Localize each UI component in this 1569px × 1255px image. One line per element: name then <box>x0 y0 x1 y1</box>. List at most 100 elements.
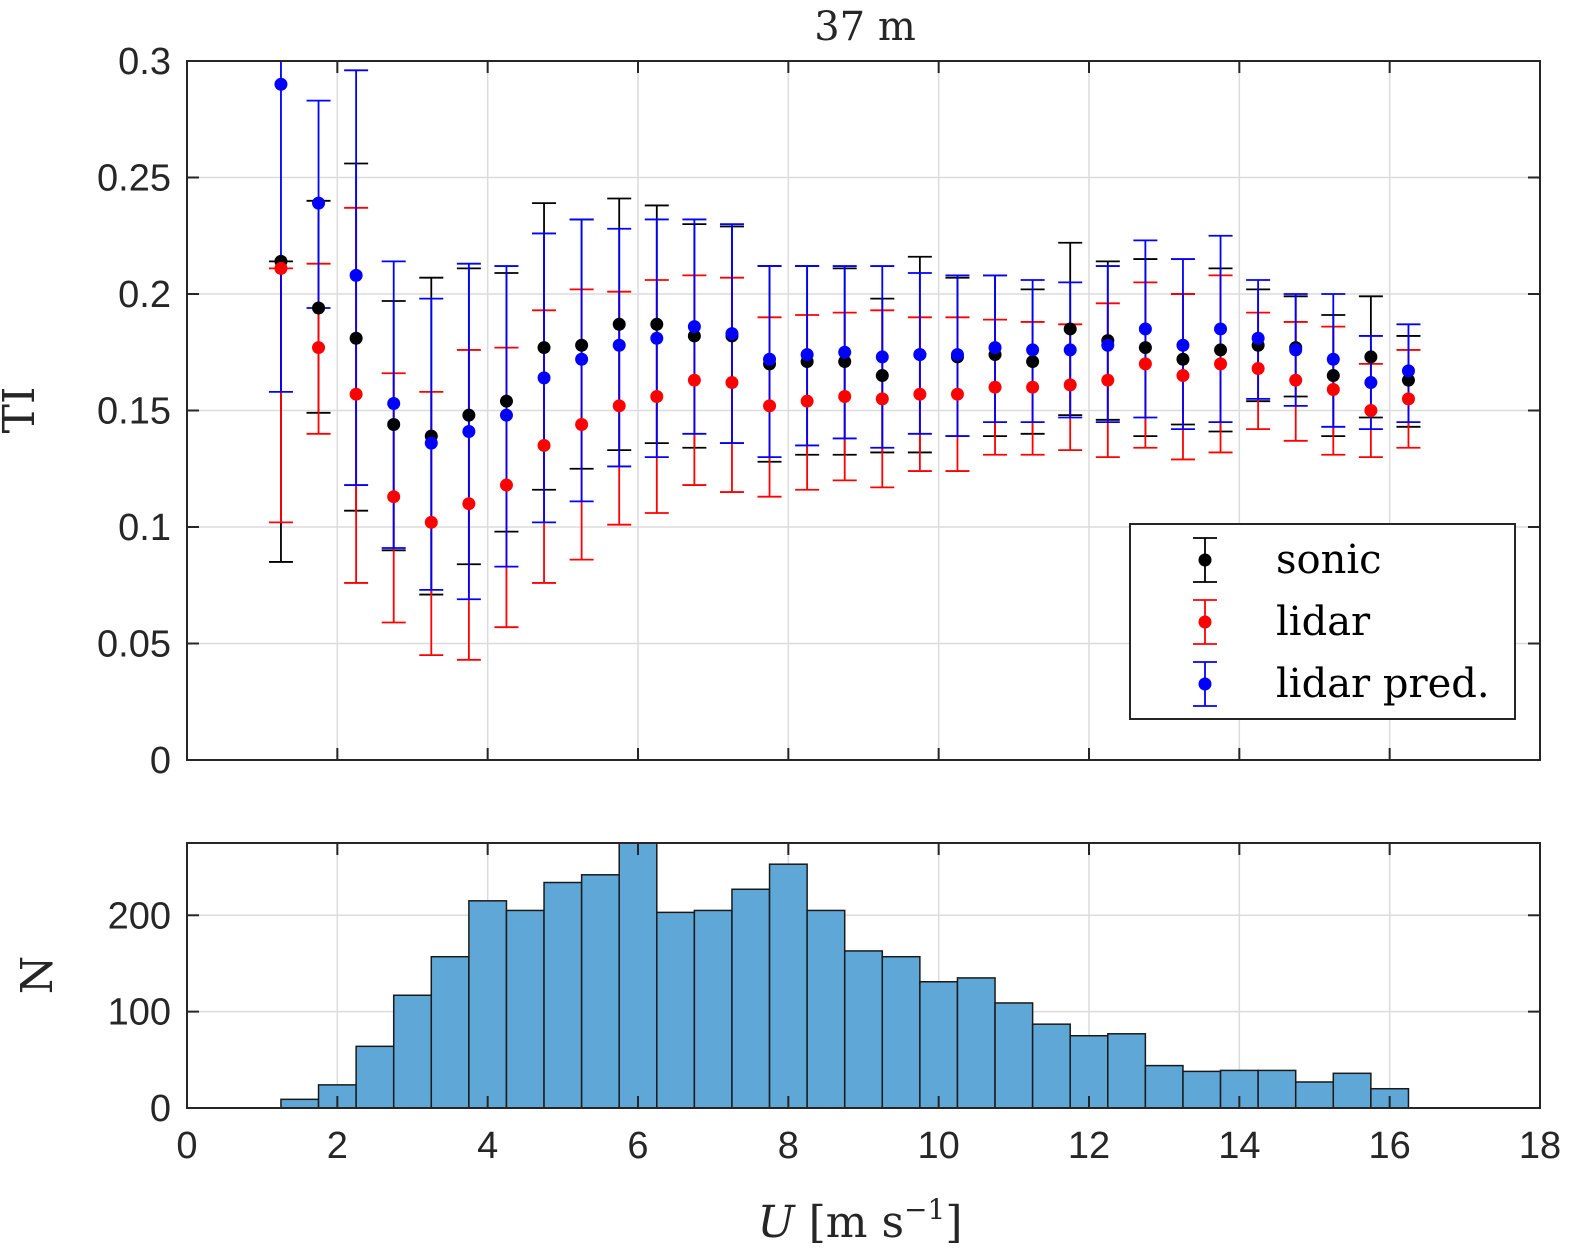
ti-title: 37 m <box>814 4 916 50</box>
hist-bar <box>956 977 996 1109</box>
data-point <box>537 438 551 452</box>
hist-bar <box>919 981 959 1109</box>
data-point <box>462 497 476 511</box>
hist-bars <box>280 842 1410 1109</box>
data-point <box>913 387 927 401</box>
data-point <box>424 515 438 529</box>
ti-y-tick-label: 0 <box>150 740 171 782</box>
data-point <box>1214 322 1228 336</box>
hist-bar <box>580 874 620 1109</box>
hist-x-tick-label: 12 <box>1068 1125 1110 1167</box>
data-point <box>312 301 326 315</box>
ti-y-tick-label: 0.05 <box>97 624 171 666</box>
ti-y-tick-label: 0.25 <box>97 158 171 200</box>
data-point <box>349 268 363 282</box>
hist-bar <box>1294 1081 1335 1109</box>
data-point <box>725 376 739 390</box>
legend-entry: lidar <box>1193 599 1371 645</box>
data-point <box>312 196 326 210</box>
legend-marker <box>1198 553 1212 567</box>
data-point <box>499 394 513 408</box>
hist-bar <box>843 950 884 1109</box>
legend-label: sonic <box>1276 537 1382 583</box>
data-point <box>1401 364 1415 378</box>
hist-y-tick-label: 100 <box>108 992 171 1034</box>
data-point <box>612 317 626 331</box>
histogram-panel: 0 2 4 6 8 10 12 14 16 18 0 100 200 N U [m s−1] <box>12 842 1561 1248</box>
hist-x-tick-label: 18 <box>1519 1125 1561 1167</box>
data-point <box>1214 357 1228 371</box>
data-point <box>387 417 401 431</box>
data-point <box>1326 383 1340 397</box>
data-point <box>838 355 852 369</box>
data-point <box>950 387 964 401</box>
data-point <box>537 371 551 385</box>
legend: sonic lidar lidar pred. <box>1129 523 1516 720</box>
hist-bar <box>693 909 733 1109</box>
data-point <box>575 417 589 431</box>
hist-bar <box>1107 1033 1147 1109</box>
hist-y-label: N <box>12 956 63 995</box>
ti-y-tick-label: 0.2 <box>118 274 171 316</box>
data-point <box>499 408 513 422</box>
data-point <box>650 390 664 404</box>
data-point <box>387 490 401 504</box>
data-point <box>349 331 363 345</box>
data-point <box>1401 373 1415 387</box>
hist-bar <box>1069 1034 1109 1109</box>
hist-bar <box>1144 1064 1184 1109</box>
data-point <box>1251 362 1265 376</box>
data-point <box>687 320 701 334</box>
data-point <box>349 387 363 401</box>
data-point <box>650 317 664 331</box>
legend-marker <box>1198 677 1212 691</box>
data-point <box>274 261 288 275</box>
data-point <box>312 341 326 355</box>
hist-x-label-text: U [m s−1] <box>758 1193 963 1248</box>
ti-y-tick-label: 0.15 <box>97 391 171 433</box>
data-point <box>1138 322 1152 336</box>
points-lidar-pred- <box>274 77 1415 450</box>
data-point <box>274 77 288 91</box>
ti-y-label: TI <box>0 387 45 434</box>
ti-panel: 0 0.05 0.1 0.15 0.2 0.25 0.3 37 m TI sonic lida… <box>0 4 1541 782</box>
data-point <box>1176 338 1190 352</box>
ti-ticks: 0 0.05 0.1 0.15 0.2 0.25 0.3 <box>97 41 1541 782</box>
hist-bar <box>392 994 433 1109</box>
legend-box <box>1129 523 1516 720</box>
data-point <box>838 390 852 404</box>
data-point <box>1026 380 1040 394</box>
data-point <box>1289 373 1303 387</box>
hist-bar <box>881 955 921 1109</box>
data-point <box>1138 341 1152 355</box>
hist-x-tick-label: 4 <box>477 1125 498 1167</box>
legend-label: lidar pred. <box>1276 661 1490 707</box>
data-point <box>612 399 626 413</box>
hist-axes-box <box>186 842 1541 1109</box>
data-point <box>1176 352 1190 366</box>
data-point <box>1214 343 1228 357</box>
data-point <box>800 394 814 408</box>
data-point <box>687 373 701 387</box>
hist-ticks: 0 2 4 6 8 10 12 14 16 18 0 100 200 <box>108 843 1561 1167</box>
hist-x-tick-label: 10 <box>918 1125 960 1167</box>
data-point <box>1026 343 1040 357</box>
data-point <box>1063 343 1077 357</box>
hist-bar <box>618 842 658 1109</box>
hist-bar <box>731 888 771 1109</box>
data-point <box>950 348 964 362</box>
data-point <box>424 436 438 450</box>
data-point <box>1251 331 1265 345</box>
data-point <box>1326 369 1340 383</box>
hist-bar <box>505 909 545 1109</box>
data-point <box>575 352 589 366</box>
data-point <box>1063 378 1077 392</box>
data-point <box>575 338 589 352</box>
legend-entries: sonic lidar lidar pred. <box>1193 537 1490 707</box>
data-point <box>763 399 777 413</box>
hist-x-tick-label: 8 <box>778 1125 799 1167</box>
data-point <box>988 380 1002 394</box>
hist-x-tick-label: 16 <box>1369 1125 1411 1167</box>
data-point <box>462 408 476 422</box>
data-point <box>537 341 551 355</box>
